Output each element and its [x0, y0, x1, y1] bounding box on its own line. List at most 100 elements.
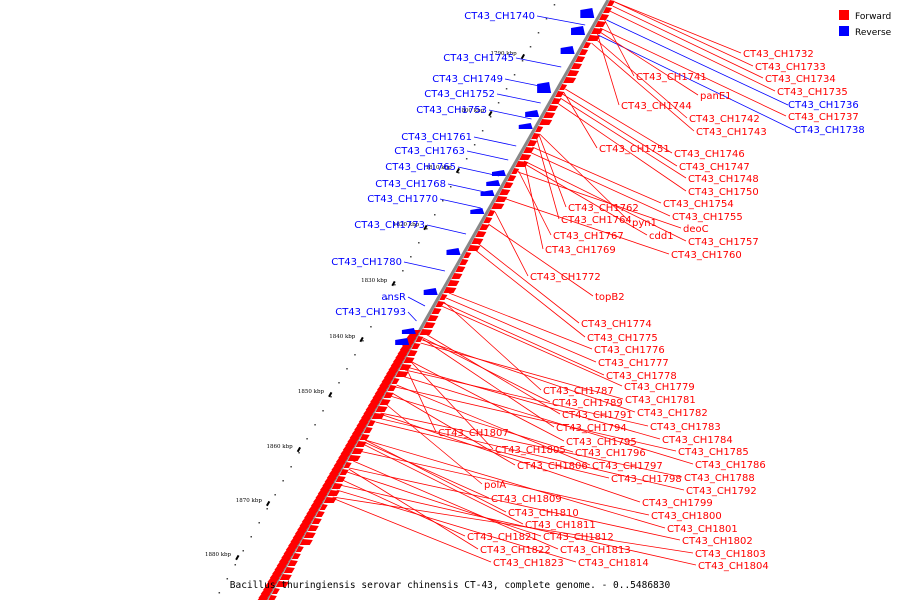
forward-gene-label: CT43_CH1789 [552, 398, 623, 409]
scale-dot [505, 88, 508, 90]
forward-leader-line [598, 30, 699, 96]
forward-gene-block [347, 455, 361, 461]
forward-leader-line [563, 91, 598, 149]
forward-gene-block [269, 574, 282, 578]
forward-gene-block [365, 406, 378, 410]
forward-leader-line [518, 170, 552, 236]
scale-dot [394, 284, 396, 286]
forward-gene-block [388, 366, 401, 370]
scale-dot [346, 368, 348, 370]
reverse-gene-block [491, 170, 506, 176]
forward-leader-line [365, 439, 507, 513]
scale-dot [545, 18, 548, 20]
reverse-leader-line [473, 136, 517, 147]
forward-gene-label: CT43_CH1809 [491, 494, 562, 505]
forward-gene-block [395, 371, 409, 377]
forward-gene-block [340, 450, 353, 454]
forward-gene-block [283, 567, 295, 573]
forward-gene-block [392, 358, 405, 362]
forward-gene-block [333, 462, 346, 466]
reverse-leader-line [606, 19, 789, 106]
reverse-leader-line [515, 57, 562, 68]
forward-gene-block [339, 469, 349, 475]
forward-gene-block [265, 582, 278, 586]
forward-gene-block [539, 119, 553, 125]
forward-gene-label: CT43_CH1799 [642, 498, 713, 509]
forward-gene-block [351, 448, 364, 454]
reverse-gene-label: CT43_CH1753 [416, 105, 487, 116]
forward-gene-block [326, 474, 339, 478]
forward-gene-label: panE1 [700, 91, 732, 102]
reverse-gene-label: CT43_CH1793 [335, 307, 406, 318]
tick-label: 1790 kbp [491, 51, 518, 57]
forward-gene-label: deoC [683, 224, 709, 235]
forward-gene-block [379, 382, 392, 386]
forward-gene-label: CT43_CH1737 [788, 112, 859, 123]
forward-leader-line [614, 1, 754, 67]
reverse-leader-line [407, 311, 417, 322]
forward-gene-block [274, 566, 287, 570]
forward-gene-label: CT43_CH1783 [650, 422, 721, 433]
reverse-leader-line [457, 166, 500, 177]
forward-gene-block [363, 410, 376, 414]
reverse-leader-line [504, 78, 550, 89]
forward-gene-block [391, 378, 400, 384]
forward-leader-line [477, 242, 580, 324]
forward-gene-block [559, 84, 568, 90]
forward-gene-block [288, 542, 301, 546]
forward-gene-label: CT43_CH1788 [684, 473, 755, 484]
forward-gene-label: CT43_CH1732 [743, 49, 814, 60]
forward-gene-label: CT43_CH1779 [624, 382, 695, 393]
forward-gene-block [287, 560, 298, 566]
forward-gene-block [479, 224, 490, 230]
scale-dot [306, 438, 308, 440]
forward-gene-label: CT43_CH1821 [467, 532, 538, 543]
reverse-leader-line [403, 261, 446, 272]
scale-dot [282, 480, 284, 482]
forward-gene-block [260, 590, 273, 594]
forward-leader-line [596, 32, 620, 106]
forward-gene-label: CT43_CH1803 [695, 549, 766, 560]
forward-leader-line [594, 37, 688, 119]
scale-dot [465, 158, 468, 160]
reverse-leader-line [496, 93, 541, 104]
legend-label: Reverse [855, 28, 892, 38]
reverse-gene-block [395, 338, 410, 345]
forward-gene-block [483, 217, 493, 223]
forward-gene-block [347, 438, 360, 442]
forward-gene-block [519, 154, 532, 160]
forward-gene-label: cdd1 [649, 231, 674, 242]
forward-gene-label: CT43_CH1795 [566, 437, 637, 448]
forward-gene-block [471, 238, 484, 244]
tick-label: 1800 kbp [458, 108, 485, 114]
forward-leader-line [609, 10, 776, 92]
forward-gene-block [527, 140, 538, 146]
forward-gene-label: CT43_CH1764 [561, 215, 632, 226]
forward-gene-block [607, 0, 615, 6]
forward-gene-label: CT43_CH1822 [480, 545, 551, 556]
forward-gene-block [338, 454, 351, 458]
forward-leader-line [336, 489, 577, 563]
scale-dot [322, 410, 324, 412]
reverse-gene-label: CT43_CH1765 [385, 162, 456, 173]
forward-leader-line [443, 301, 542, 391]
forward-gene-block [308, 506, 321, 510]
tick-mark [520, 53, 526, 60]
tick-label: 1830 kbp [361, 278, 388, 284]
scale-dot [521, 60, 524, 62]
forward-gene-label: CT43_CH1757 [688, 237, 759, 248]
reverse-gene-block [518, 123, 533, 129]
scale-dot [418, 242, 420, 244]
tick-label: 1860 kbp [267, 444, 294, 450]
forward-gene-label: CT43_CH1797 [592, 461, 663, 472]
forward-leader-line [562, 93, 678, 167]
forward-gene-block [523, 147, 535, 153]
forward-leader-line [539, 133, 631, 223]
forward-gene-label: CT43_CH1813 [560, 545, 631, 556]
forward-gene-block [443, 287, 457, 293]
forward-gene-block [331, 483, 343, 489]
tick-label: 1840 kbp [329, 334, 356, 340]
forward-leader-line [565, 88, 673, 154]
forward-gene-block [367, 402, 380, 406]
